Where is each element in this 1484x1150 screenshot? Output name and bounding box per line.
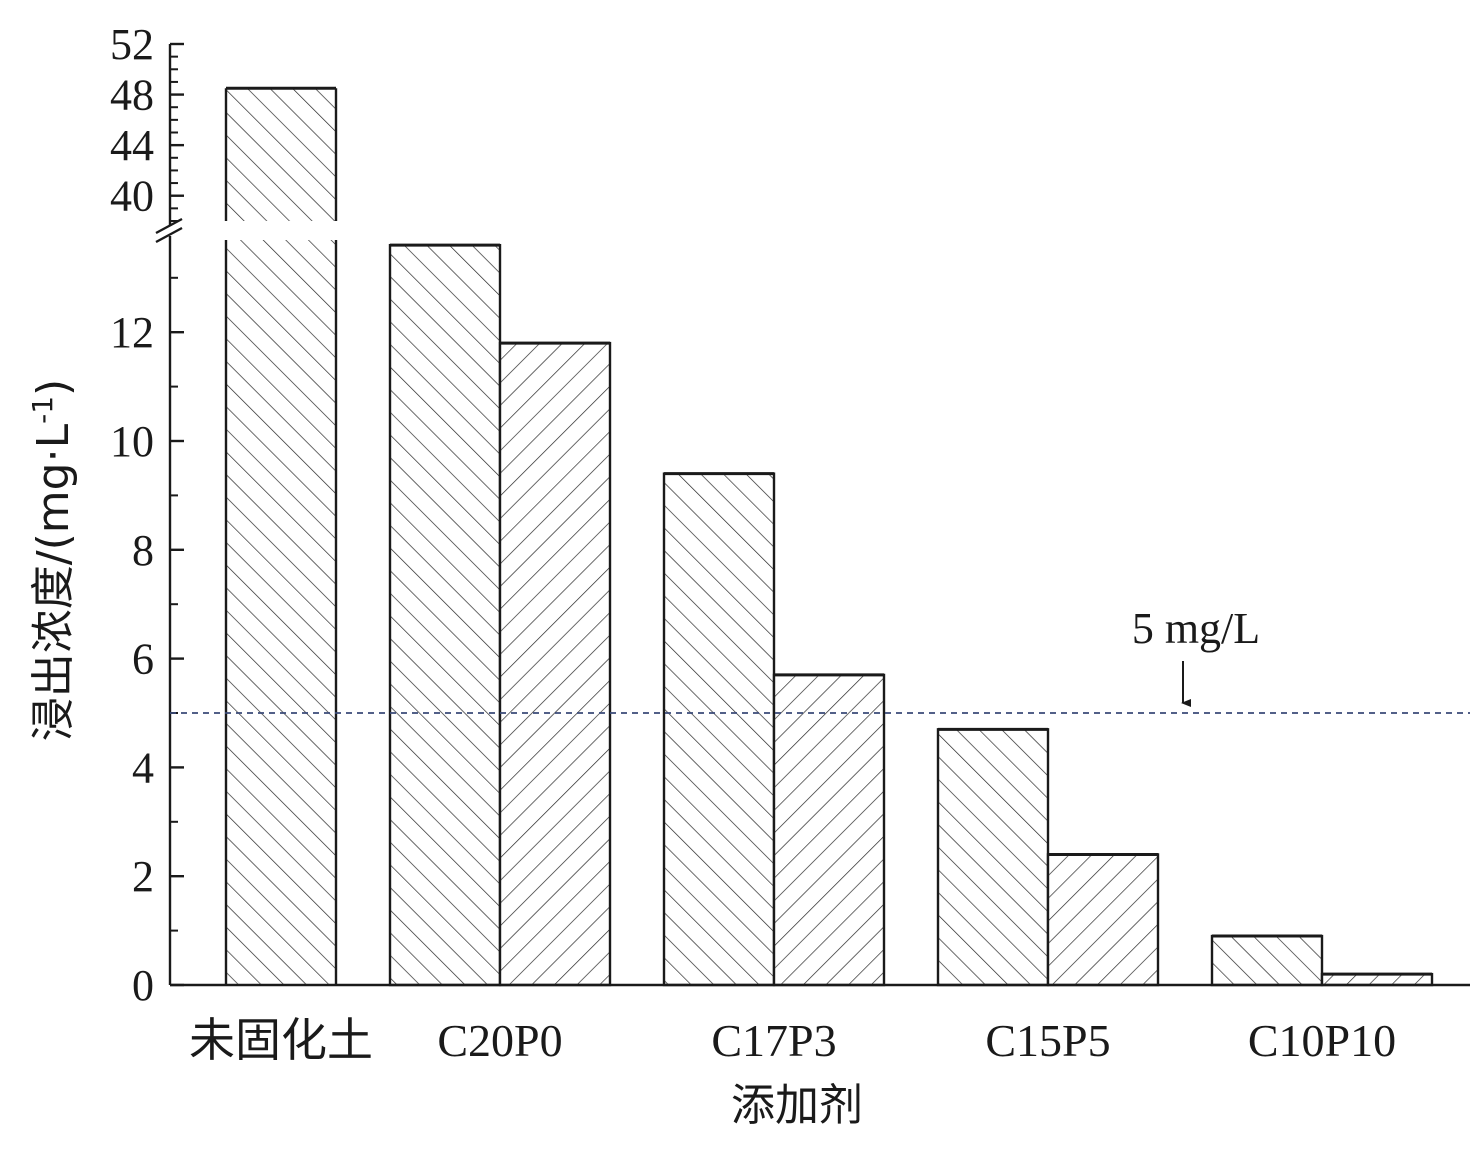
- y-axis-title-superscript: -1: [26, 396, 59, 424]
- y-tick-label-10: 10: [110, 417, 154, 466]
- bar-4-series-1: [936, 728, 1050, 987]
- category-label-2: C20P0: [437, 1015, 562, 1066]
- category-label-4: C15P5: [985, 1015, 1110, 1066]
- y-tick-label-4: 4: [132, 743, 154, 792]
- y-tick-label-44: 44: [110, 121, 154, 170]
- y-tick-label-2: 2: [132, 852, 154, 901]
- bar-4-series-2: [1046, 853, 1160, 987]
- y-axis-title-main: 浸出浓度/(mg·L: [28, 423, 79, 741]
- bar-3-series-1: [662, 472, 776, 987]
- y-tick-label-12: 12: [110, 308, 154, 357]
- category-label-3: C17P3: [711, 1015, 836, 1066]
- axis-break-mark-2: [155, 226, 183, 244]
- x-axis-title: 添加剂: [731, 1080, 863, 1131]
- y-tick-label-48: 48: [110, 71, 154, 120]
- bar-1-series-1-upper: [226, 88, 336, 221]
- y-axis-title: 浸出浓度/(mg·L-1): [26, 379, 79, 741]
- bar-2-series-1: [388, 243, 502, 987]
- category-label-5: C10P10: [1248, 1015, 1396, 1066]
- reference-line-group: 5 mg/L: [170, 604, 1470, 714]
- y-axis-title-close: ): [28, 379, 79, 396]
- y-tick-label-0: 0: [132, 961, 154, 1010]
- category-label-1: 未固化土: [189, 1015, 373, 1066]
- bar-1-series-1-lower: [226, 240, 336, 985]
- y-tick-label-6: 6: [132, 635, 154, 684]
- bar-3-series-2: [772, 673, 886, 987]
- category-labels: 未固化土 C20P0 C17P3 C15P5 C10P10: [189, 1015, 1396, 1066]
- bars: [224, 86, 1434, 987]
- bar-5-series-1: [1210, 934, 1324, 987]
- reference-line-label: 5 mg/L: [1132, 604, 1260, 653]
- bar-2-series-2: [498, 341, 612, 987]
- bar-5-series-2: [1320, 972, 1434, 987]
- y-tick-label-8: 8: [132, 526, 154, 575]
- y-tick-label-40: 40: [110, 172, 154, 221]
- y-tick-label-52: 52: [110, 20, 154, 69]
